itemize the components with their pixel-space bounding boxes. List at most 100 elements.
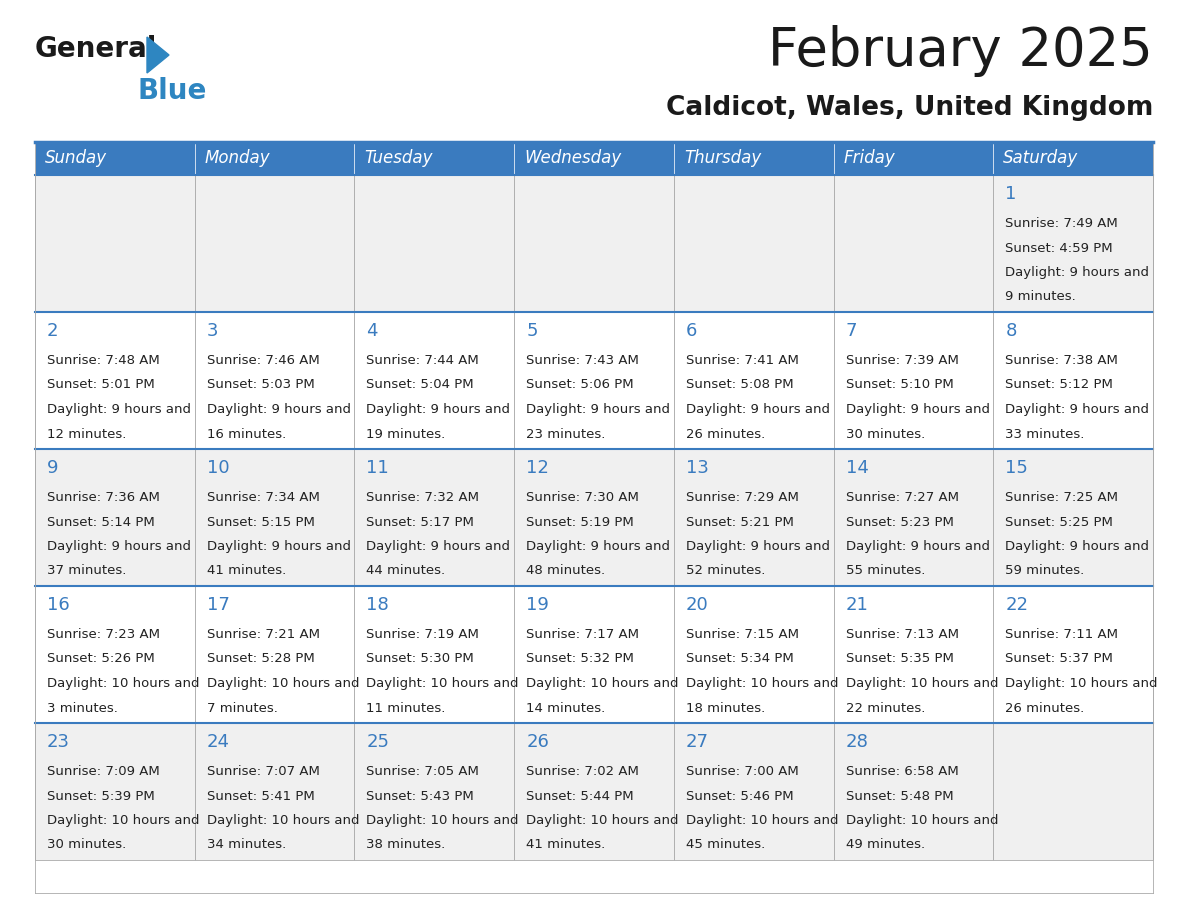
Text: Daylight: 9 hours and: Daylight: 9 hours and [207,540,350,553]
Bar [674,586,834,723]
Text: Sunset: 5:17 PM: Sunset: 5:17 PM [366,516,474,529]
Text: 3: 3 [207,322,219,340]
Text: 26 minutes.: 26 minutes. [1005,701,1085,714]
Text: 18: 18 [366,596,390,614]
Text: Sunset: 5:35 PM: Sunset: 5:35 PM [846,653,954,666]
Text: February 2025: February 2025 [769,25,1154,77]
Text: Daylight: 9 hours and: Daylight: 9 hours and [207,403,350,416]
Text: Sunset: 5:25 PM: Sunset: 5:25 PM [1005,516,1113,529]
Bar [834,175,993,312]
Text: Sunrise: 7:15 AM: Sunrise: 7:15 AM [685,628,798,641]
Text: Daylight: 9 hours and: Daylight: 9 hours and [685,403,830,416]
Text: 12 minutes.: 12 minutes. [48,428,126,441]
Text: 27: 27 [685,733,709,751]
Bar [674,175,834,312]
Text: 45 minutes.: 45 minutes. [685,838,765,852]
Text: Wednesday: Wednesday [524,150,621,167]
Text: Sunset: 5:03 PM: Sunset: 5:03 PM [207,378,315,391]
Text: Sunrise: 7:17 AM: Sunrise: 7:17 AM [526,628,639,641]
Text: 16: 16 [48,596,70,614]
Text: Daylight: 10 hours and: Daylight: 10 hours and [1005,677,1158,690]
Bar [993,142,1154,175]
Bar [34,723,195,860]
Text: Daylight: 10 hours and: Daylight: 10 hours and [685,814,839,827]
Text: 44 minutes.: 44 minutes. [366,565,446,577]
Text: Sunrise: 7:38 AM: Sunrise: 7:38 AM [1005,354,1118,367]
Text: Daylight: 10 hours and: Daylight: 10 hours and [48,814,200,827]
Bar [195,142,354,175]
Text: Sunrise: 7:11 AM: Sunrise: 7:11 AM [1005,628,1118,641]
Text: Sunset: 5:39 PM: Sunset: 5:39 PM [48,789,154,802]
Text: Sunrise: 7:23 AM: Sunrise: 7:23 AM [48,628,160,641]
Text: Sunset: 5:06 PM: Sunset: 5:06 PM [526,378,633,391]
Bar [993,723,1154,860]
Text: Sunset: 5:12 PM: Sunset: 5:12 PM [1005,378,1113,391]
Text: Daylight: 10 hours and: Daylight: 10 hours and [526,814,678,827]
Text: Sunset: 5:34 PM: Sunset: 5:34 PM [685,653,794,666]
Text: 18 minutes.: 18 minutes. [685,701,765,714]
Text: 41 minutes.: 41 minutes. [207,565,286,577]
Text: Sunrise: 7:09 AM: Sunrise: 7:09 AM [48,765,159,778]
Text: Daylight: 10 hours and: Daylight: 10 hours and [207,814,359,827]
Text: 12: 12 [526,459,549,477]
Text: Sunset: 5:04 PM: Sunset: 5:04 PM [366,378,474,391]
Text: Sunrise: 7:49 AM: Sunrise: 7:49 AM [1005,217,1118,230]
Text: Sunrise: 7:36 AM: Sunrise: 7:36 AM [48,491,160,504]
Text: Blue: Blue [137,77,207,105]
Text: Sunrise: 6:58 AM: Sunrise: 6:58 AM [846,765,959,778]
Text: 41 minutes.: 41 minutes. [526,838,606,852]
Text: Sunset: 5:43 PM: Sunset: 5:43 PM [366,789,474,802]
Text: Sunrise: 7:32 AM: Sunrise: 7:32 AM [366,491,480,504]
Bar [993,312,1154,449]
Text: 38 minutes.: 38 minutes. [366,838,446,852]
Text: 13: 13 [685,459,709,477]
Bar [195,586,354,723]
Text: 28: 28 [846,733,868,751]
Text: Daylight: 9 hours and: Daylight: 9 hours and [846,540,990,553]
Text: 26: 26 [526,733,549,751]
Text: 7 minutes.: 7 minutes. [207,701,278,714]
Text: Sunset: 5:46 PM: Sunset: 5:46 PM [685,789,794,802]
Bar [354,175,514,312]
Text: General: General [34,35,157,63]
Text: 48 minutes.: 48 minutes. [526,565,605,577]
Text: 9: 9 [48,459,58,477]
Bar [354,142,514,175]
Text: 55 minutes.: 55 minutes. [846,565,925,577]
Text: Daylight: 10 hours and: Daylight: 10 hours and [685,677,839,690]
Text: Sunday: Sunday [45,150,107,167]
Text: Sunset: 5:10 PM: Sunset: 5:10 PM [846,378,953,391]
Text: Daylight: 9 hours and: Daylight: 9 hours and [48,540,191,553]
Text: Daylight: 9 hours and: Daylight: 9 hours and [1005,266,1149,279]
Bar [34,586,195,723]
Bar [34,449,195,586]
Bar [674,312,834,449]
Bar [834,312,993,449]
Text: Sunrise: 7:43 AM: Sunrise: 7:43 AM [526,354,639,367]
Polygon shape [147,37,169,73]
Text: 11 minutes.: 11 minutes. [366,701,446,714]
Text: 2: 2 [48,322,58,340]
Text: Daylight: 10 hours and: Daylight: 10 hours and [846,814,998,827]
Text: Sunrise: 7:27 AM: Sunrise: 7:27 AM [846,491,959,504]
Text: 52 minutes.: 52 minutes. [685,565,765,577]
Text: Sunset: 5:28 PM: Sunset: 5:28 PM [207,653,315,666]
Text: Sunset: 5:26 PM: Sunset: 5:26 PM [48,653,154,666]
Text: 34 minutes.: 34 minutes. [207,838,286,852]
Text: 23 minutes.: 23 minutes. [526,428,606,441]
Text: Sunset: 5:21 PM: Sunset: 5:21 PM [685,516,794,529]
Bar [674,449,834,586]
Text: 16 minutes.: 16 minutes. [207,428,286,441]
Bar [354,723,514,860]
Text: Sunrise: 7:30 AM: Sunrise: 7:30 AM [526,491,639,504]
Text: Sunset: 5:30 PM: Sunset: 5:30 PM [366,653,474,666]
Text: Sunrise: 7:46 AM: Sunrise: 7:46 AM [207,354,320,367]
Bar [514,723,674,860]
Text: Sunset: 5:48 PM: Sunset: 5:48 PM [846,789,953,802]
Bar [34,312,195,449]
Text: Daylight: 10 hours and: Daylight: 10 hours and [48,677,200,690]
Text: Sunrise: 7:19 AM: Sunrise: 7:19 AM [366,628,479,641]
Text: Caldicot, Wales, United Kingdom: Caldicot, Wales, United Kingdom [665,95,1154,121]
Text: Sunset: 5:37 PM: Sunset: 5:37 PM [1005,653,1113,666]
Bar [834,449,993,586]
